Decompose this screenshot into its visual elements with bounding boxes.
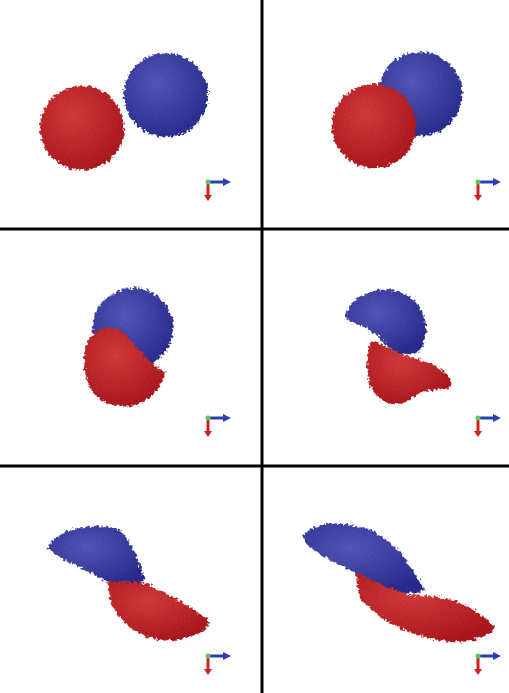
page xyxy=(0,0,509,693)
panel-1-particles xyxy=(40,53,208,170)
red-body xyxy=(332,84,416,168)
panel-5-particles xyxy=(48,526,210,640)
panel-6-particles xyxy=(302,524,495,642)
panel-3-particles xyxy=(84,288,173,406)
axis-triad xyxy=(204,414,231,437)
panel-2-particles xyxy=(332,52,462,168)
axis-triad xyxy=(474,652,501,675)
axis-triad xyxy=(474,414,501,437)
red-body xyxy=(108,580,210,640)
blue-body xyxy=(48,526,145,586)
red-body xyxy=(40,86,124,170)
blue-body xyxy=(124,53,208,137)
axis-triad xyxy=(204,178,231,201)
figure xyxy=(0,0,509,693)
panel-4-particles xyxy=(345,290,451,404)
axis-triad xyxy=(204,652,231,675)
red-body xyxy=(355,572,495,642)
axis-triad xyxy=(474,178,501,201)
blue-body xyxy=(345,290,426,354)
